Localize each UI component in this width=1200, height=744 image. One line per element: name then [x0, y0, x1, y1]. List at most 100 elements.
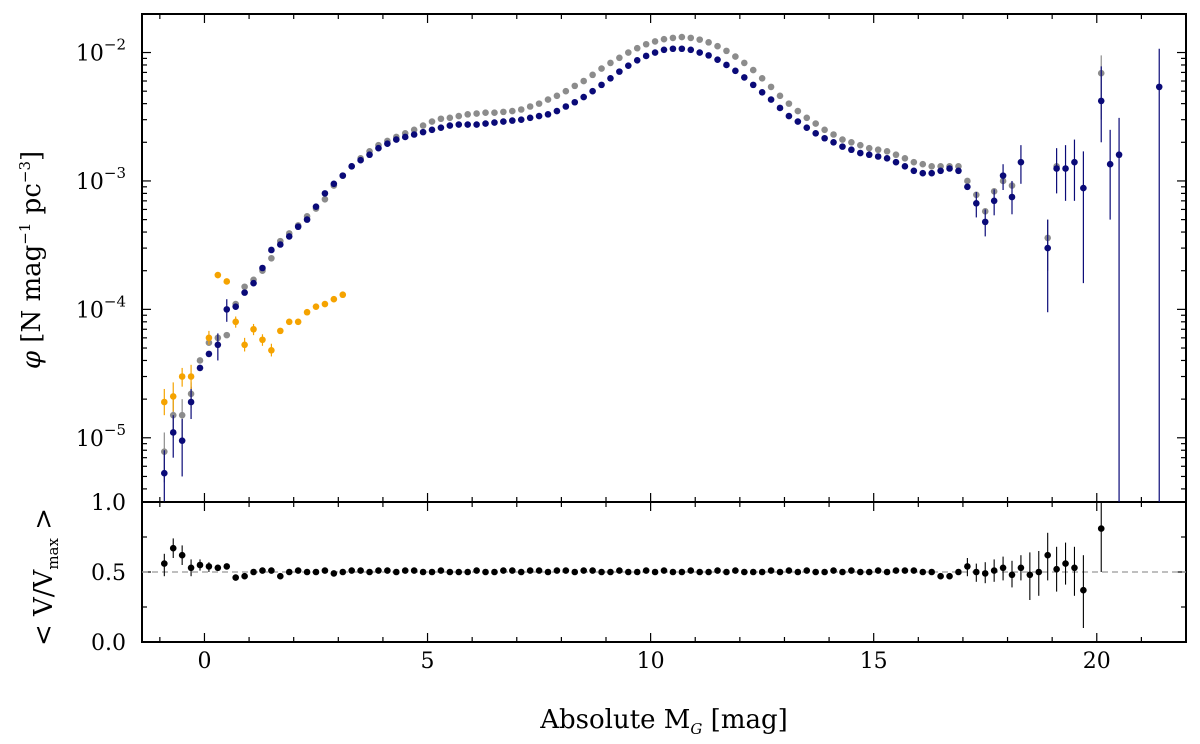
grey-point — [544, 96, 552, 103]
grey-point — [419, 122, 427, 129]
y-tick-label: 0.5 — [91, 561, 126, 586]
ratio-point — [1080, 586, 1087, 594]
grey-point — [705, 39, 712, 46]
x-tick-label: 5 — [421, 649, 435, 674]
ratio-point — [1008, 571, 1016, 579]
ratio-point — [919, 568, 927, 576]
ratio-point — [517, 568, 525, 576]
ratio-point — [223, 563, 231, 570]
navy-point — [339, 172, 347, 179]
ratio-point — [205, 563, 213, 570]
ratio-point — [187, 564, 195, 572]
orange-point — [232, 318, 239, 326]
navy-point — [990, 197, 998, 205]
navy-point — [223, 306, 231, 313]
grey-point — [839, 136, 846, 143]
grey-point — [865, 144, 873, 152]
ratio-point — [999, 564, 1007, 572]
ratio-point — [1017, 564, 1025, 572]
navy-point — [277, 241, 284, 248]
navy-point — [428, 126, 436, 134]
ratio-point — [294, 567, 302, 574]
grey-point — [321, 195, 329, 203]
navy-point — [393, 136, 400, 143]
navy-point — [785, 112, 793, 120]
ratio-point — [928, 568, 935, 576]
ratio-point — [607, 568, 614, 576]
navy-point — [839, 143, 846, 150]
grey-point — [178, 411, 186, 419]
ratio-point — [455, 568, 463, 576]
ratio-point — [857, 568, 864, 576]
ratio-point — [767, 567, 775, 574]
navy-point — [642, 52, 650, 60]
grey-point — [874, 146, 882, 154]
ratio-point — [625, 568, 632, 576]
grey-point — [196, 357, 204, 364]
ratio-point — [375, 567, 382, 574]
ratio-point — [981, 570, 989, 577]
navy-point — [865, 151, 873, 159]
ratio-point — [990, 567, 998, 574]
ratio-point — [946, 572, 953, 580]
navy-point — [580, 93, 587, 101]
grey-point — [910, 158, 918, 166]
navy-point — [285, 233, 293, 240]
navy-point — [1008, 193, 1016, 201]
grey-point — [598, 65, 605, 72]
ratio-point — [865, 568, 873, 576]
navy-point — [401, 133, 409, 141]
ratio-point — [357, 567, 364, 574]
ratio-point — [250, 568, 257, 576]
grey-point — [616, 54, 623, 62]
navy-point — [437, 124, 445, 131]
navy-point — [517, 116, 525, 123]
navy-point — [981, 218, 989, 226]
ratio-point — [321, 567, 329, 574]
main-panel-frame — [141, 13, 1187, 503]
ratio-point — [401, 567, 409, 574]
grey-point — [491, 109, 498, 116]
navy-point — [928, 169, 935, 177]
grey-point — [571, 82, 579, 90]
navy-point — [241, 289, 248, 296]
navy-point — [571, 98, 579, 106]
ratio-point — [633, 568, 641, 576]
grey-point — [464, 111, 471, 118]
navy-point — [660, 46, 668, 54]
ratio-point — [642, 567, 650, 574]
navy-point — [669, 45, 677, 53]
orange-point — [321, 300, 329, 308]
ratio-point — [1026, 571, 1034, 579]
ratio-point — [482, 568, 489, 576]
ratio-point — [821, 568, 828, 576]
ratio-point — [687, 567, 695, 574]
ratio-point — [794, 568, 802, 576]
ratio-point — [732, 567, 739, 574]
ratio-point — [776, 568, 784, 576]
ratio-y-axis-label: < V/Vmax > — [29, 508, 62, 646]
navy-point — [741, 74, 748, 81]
orange-point — [214, 271, 222, 279]
grey-point — [580, 77, 587, 85]
ratio-point — [660, 567, 668, 574]
ratio-point — [339, 568, 347, 576]
grey-point — [660, 35, 668, 43]
grey-point — [803, 114, 811, 122]
ratio-point — [384, 567, 391, 574]
orange-point — [259, 336, 266, 344]
grey-point — [696, 36, 703, 43]
navy-point — [758, 89, 766, 96]
grey-point — [651, 38, 659, 45]
navy-point — [812, 129, 819, 137]
grey-point — [625, 49, 632, 56]
ratio-point — [277, 572, 284, 580]
grey-point — [794, 107, 802, 115]
ratio-point — [393, 568, 400, 576]
y-tick-label: 10−2 — [76, 36, 126, 67]
navy-point — [651, 49, 659, 56]
grey-point — [678, 33, 686, 41]
navy-point — [973, 199, 980, 207]
ratio-point — [464, 568, 471, 576]
ratio-point — [571, 568, 579, 576]
